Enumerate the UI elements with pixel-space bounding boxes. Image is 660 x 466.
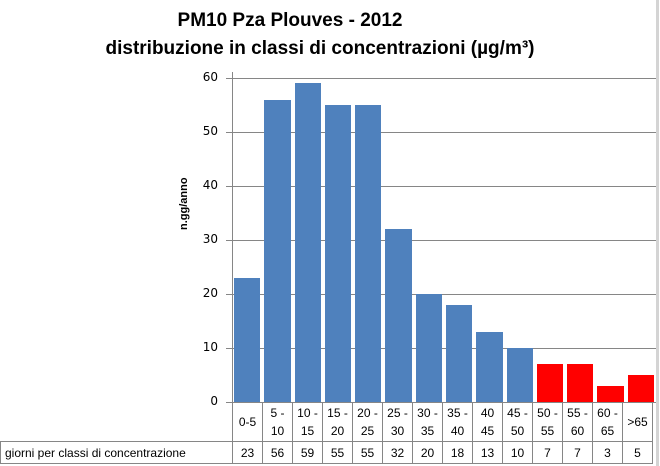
gridline <box>226 132 656 133</box>
gridline <box>226 78 656 79</box>
category-cell: 20 -25 <box>352 402 383 442</box>
value-cell: 7 <box>562 441 593 464</box>
category-cell: 55 -60 <box>562 402 593 442</box>
category-cell: 30 -35 <box>412 402 443 442</box>
y-tick-label: 0 <box>210 394 218 408</box>
bar <box>597 385 624 402</box>
category-cell: 50 -55 <box>532 402 563 442</box>
bar <box>234 277 261 402</box>
bar <box>567 364 594 402</box>
category-cell: 15 -20 <box>322 402 353 442</box>
category-cell: 35 -40 <box>442 402 473 442</box>
y-tick-label: 50 <box>202 124 218 138</box>
y-axis-label: n.gg/anno <box>178 177 190 230</box>
y-tick-label: 30 <box>202 232 218 246</box>
bar <box>324 105 352 402</box>
category-cell: >65 <box>622 402 653 442</box>
category-cell: 40 45 <box>472 402 503 442</box>
value-cell: 55 <box>352 441 383 464</box>
category-cell: 10 -15 <box>292 402 323 442</box>
category-cell: 0-5 <box>232 402 263 442</box>
data-table: 0-5 5 -10 10 -15 15 -20 20 -25 25 -30 30 -35 35… <box>0 402 653 464</box>
value-cell: 13 <box>472 441 503 464</box>
chart-title: PM10 Pza Plouves - 2012 <box>177 10 403 31</box>
bar <box>415 294 442 402</box>
value-cell: 10 <box>502 441 533 464</box>
value-cell: 7 <box>532 441 563 464</box>
bar <box>446 304 473 402</box>
value-cell: 23 <box>232 441 263 464</box>
chart-frame-edge <box>656 0 659 466</box>
y-tick-label: 40 <box>202 178 218 192</box>
value-cell: 3 <box>592 441 623 464</box>
value-cell: 20 <box>412 441 443 464</box>
chart-subtitle: distribuzione in classi di concentrazion… <box>105 38 535 59</box>
category-cell: 5 -10 <box>262 402 293 442</box>
category-row: 0-5 5 -10 10 -15 15 -20 20 -25 25 -30 30 -35 35… <box>1 402 653 442</box>
gridline <box>226 240 656 241</box>
value-cell: 5 <box>622 441 653 464</box>
category-cell: 25 -30 <box>382 402 413 442</box>
bar <box>506 348 533 402</box>
bar <box>385 229 412 402</box>
y-axis-line <box>232 72 233 410</box>
bar <box>355 105 382 402</box>
y-tick-label: 60 <box>202 70 218 84</box>
value-cell: 18 <box>442 441 473 464</box>
value-cell: 59 <box>292 441 323 464</box>
bar <box>476 331 503 402</box>
value-cell: 55 <box>322 441 353 464</box>
blank-corner <box>1 403 233 442</box>
bar <box>627 375 654 402</box>
row-label: giorni per classi di concentrazione <box>0 441 233 464</box>
category-cell: 45 -50 <box>502 402 533 442</box>
value-cell: 56 <box>262 441 293 464</box>
y-tick-label: 10 <box>202 340 218 354</box>
category-cell: 60 -65 <box>592 402 623 442</box>
bar <box>264 99 291 402</box>
y-tick-label: 20 <box>202 286 218 300</box>
bar <box>294 83 321 402</box>
plot-area <box>226 72 656 410</box>
value-cell: 32 <box>382 441 413 464</box>
bar <box>536 364 564 402</box>
gridline <box>226 186 656 187</box>
value-row: giorni per classi di concentrazione 23 56… <box>0 441 653 464</box>
